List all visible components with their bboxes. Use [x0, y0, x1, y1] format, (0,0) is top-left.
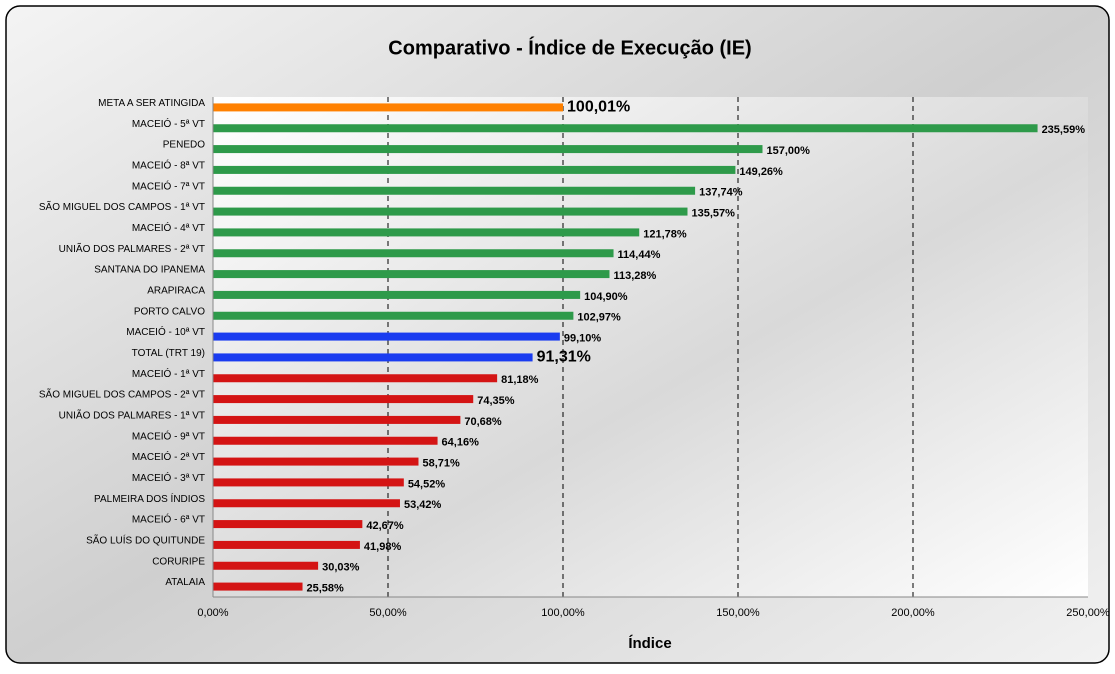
data-label: 74,35%	[477, 395, 515, 407]
data-label: 54,52%	[408, 478, 446, 490]
y-tick-label: MACEIÓ - 8ª VT	[132, 159, 205, 172]
data-label: 25,58%	[307, 582, 345, 594]
y-tick-label: MACEIÓ - 5ª VT	[132, 117, 205, 130]
bar	[213, 145, 763, 154]
data-label: 99,10%	[564, 332, 602, 344]
x-tick-label: 150,00%	[716, 607, 760, 619]
y-tick-label: UNIÃO DOS PALMARES - 1ª VT	[59, 409, 205, 422]
bar	[213, 520, 363, 529]
data-label: 135,57%	[691, 207, 735, 219]
bar	[213, 540, 360, 549]
x-tick-label: 250,00%	[1066, 607, 1110, 619]
y-tick-label: PALMEIRA DOS ÍNDIOS	[94, 492, 205, 505]
y-tick-label: SÃO MIGUEL DOS CAMPOS - 1ª VT	[39, 200, 205, 213]
x-tick-label: 200,00%	[891, 607, 935, 619]
data-label: 64,16%	[442, 437, 480, 449]
bar	[213, 165, 736, 174]
data-label: 149,26%	[739, 166, 783, 178]
y-tick-label: MACEIÓ - 7ª VT	[132, 179, 205, 192]
bar	[213, 124, 1038, 133]
x-tick-label: 100,00%	[541, 607, 585, 619]
y-tick-label: MACEIÓ - 2ª VT	[132, 450, 205, 463]
data-label: 121,78%	[643, 228, 687, 240]
y-tick-label: META A SER ATINGIDA	[98, 98, 205, 109]
data-label: 30,03%	[322, 562, 360, 574]
y-tick-label: MACEIÓ - 6ª VT	[132, 513, 205, 526]
y-tick-label: PENEDO	[163, 140, 205, 151]
bar	[213, 457, 419, 466]
data-label: 157,00%	[767, 145, 811, 157]
y-tick-label: ARAPIRACA	[147, 286, 205, 297]
y-tick-label: MACEIÓ - 10ª VT	[126, 325, 205, 338]
data-label: 113,28%	[613, 270, 656, 282]
y-tick-label: MACEIÓ - 4ª VT	[132, 221, 205, 234]
plot-area	[213, 97, 1088, 597]
bar	[213, 103, 564, 112]
y-tick-label: CORURIPE	[152, 556, 205, 567]
bar	[213, 436, 438, 445]
data-label: 41,98%	[364, 541, 402, 553]
bar	[213, 415, 461, 424]
bar	[213, 353, 533, 362]
data-label: 137,74%	[699, 187, 743, 199]
bar	[213, 311, 574, 320]
bar	[213, 270, 610, 279]
bar	[213, 374, 498, 383]
x-tick-label: 50,00%	[369, 607, 407, 619]
y-tick-label: SANTANA DO IPANEMA	[94, 265, 205, 276]
bar	[213, 478, 404, 487]
bar	[213, 186, 696, 195]
bar	[213, 582, 303, 591]
y-tick-label: MACEIÓ - 1ª VT	[132, 367, 205, 380]
y-tick-label: PORTO CALVO	[134, 306, 205, 317]
bar	[213, 228, 640, 237]
x-tick-label: 0,00%	[197, 607, 228, 619]
bar	[213, 207, 688, 216]
data-label: 42,67%	[366, 520, 404, 532]
bar	[213, 290, 581, 299]
data-label: 81,18%	[501, 374, 539, 386]
chart-title: Comparativo - Índice de Execução (IE)	[388, 36, 751, 59]
data-label: 100,01%	[567, 99, 630, 116]
y-tick-label: TOTAL (TRT 19)	[132, 348, 205, 359]
data-label: 104,90%	[584, 291, 628, 303]
bar	[213, 561, 319, 570]
bar	[213, 332, 560, 341]
bar	[213, 249, 614, 258]
data-label: 58,71%	[422, 457, 460, 469]
data-label: 235,59%	[1042, 124, 1086, 136]
y-tick-label: SÃO LUÍS DO QUITUNDE	[86, 534, 205, 547]
bar	[213, 499, 400, 508]
data-label: 70,68%	[464, 416, 502, 428]
data-label: 53,42%	[404, 499, 442, 511]
y-tick-label: UNIÃO DOS PALMARES - 2ª VT	[59, 242, 205, 255]
y-tick-label: MACEIÓ - 9ª VT	[132, 429, 205, 442]
data-label: 91,31%	[537, 349, 591, 366]
data-label: 102,97%	[577, 312, 621, 324]
x-axis-title: Índice	[628, 635, 671, 652]
y-tick-label: SÃO MIGUEL DOS CAMPOS - 2ª VT	[39, 388, 205, 401]
y-tick-label: ATALAIA	[165, 577, 205, 588]
data-label: 114,44%	[618, 249, 661, 261]
y-tick-label: MACEIÓ - 3ª VT	[132, 471, 205, 484]
bar	[213, 395, 474, 404]
